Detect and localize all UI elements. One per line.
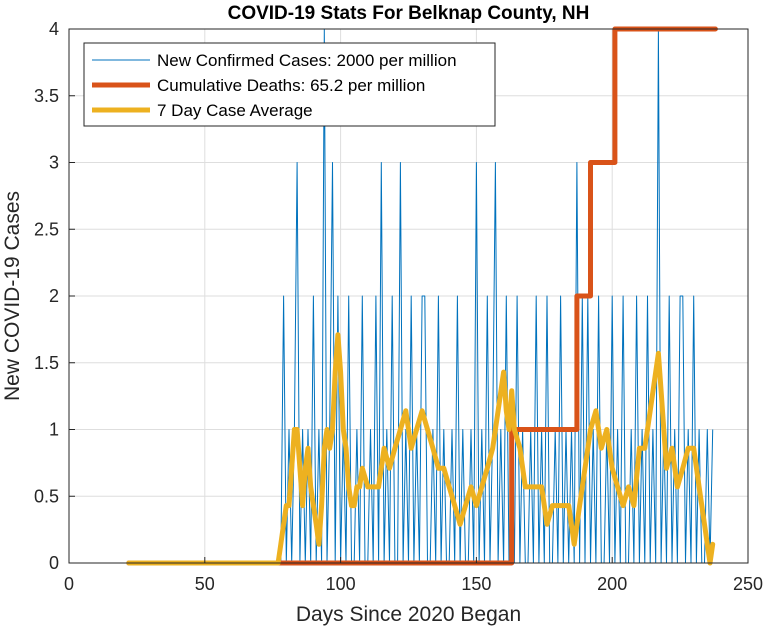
y-tick-label: 0.5	[34, 486, 59, 506]
x-tick-label: 50	[195, 574, 215, 594]
legend-label-7-day-average: 7 Day Case Average	[157, 101, 313, 120]
legend-box	[83, 42, 496, 127]
series-line-7-day-average	[126, 332, 716, 566]
y-tick-label: 2	[49, 286, 59, 306]
x-tick-label: 0	[64, 574, 74, 594]
y-tick-label: 4	[49, 19, 59, 39]
x-axis-label: Days Since 2020 Began	[296, 603, 521, 626]
y-tick-label: 1.5	[34, 353, 59, 373]
x-tick-label: 100	[326, 574, 356, 594]
legend: New Confirmed Cases: 2000 per million Cu…	[83, 42, 496, 127]
x-tick-label: 150	[461, 574, 491, 594]
chart-title: COVID-19 Stats For Belknap County, NH	[228, 3, 590, 24]
y-tick-label: 2.5	[34, 219, 59, 239]
legend-label-cumulative-deaths: Cumulative Deaths: 65.2 per million	[157, 76, 425, 95]
y-tick-label: 3.5	[34, 86, 59, 106]
legend-label-new-cases: New Confirmed Cases: 2000 per million	[157, 51, 457, 70]
y-axis-label: New COVID-19 Cases	[1, 191, 24, 401]
y-tick-label: 3	[49, 153, 59, 173]
x-tick-label: 250	[733, 574, 763, 594]
y-tick-label: 1	[49, 420, 59, 440]
y-axis-ticks: 0 0.5 1 1.5 2 2.5 3 3.5 4	[34, 19, 75, 573]
x-axis-ticks: 0 50 100 150 200 250	[64, 557, 763, 594]
y-tick-label: 0	[49, 553, 59, 573]
x-tick-label: 200	[597, 574, 627, 594]
series-line-cumulative-deaths	[126, 26, 718, 566]
